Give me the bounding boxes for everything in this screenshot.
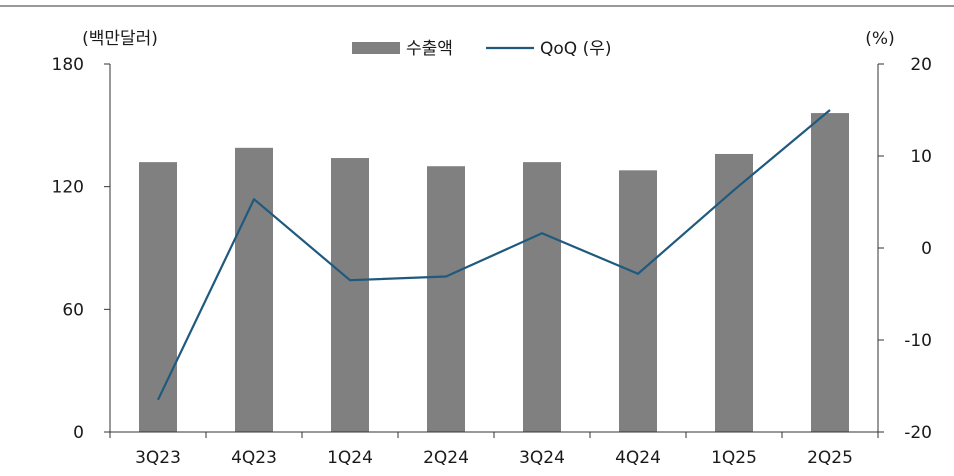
legend-bar-swatch — [352, 42, 400, 54]
x-tick-label: 4Q23 — [231, 448, 277, 468]
right-tick-label: -20 — [904, 423, 932, 443]
bars-layer — [139, 113, 849, 432]
bar-4Q23 — [235, 148, 273, 432]
axes-layer: 0 60 120 180 -20 -10 0 10 20 3Q23 4Q23 1Q24 2Q24 3Q24… — [52, 55, 932, 468]
right-tick-label: 10 — [910, 147, 932, 167]
right-tick-label: 20 — [910, 55, 932, 75]
left-tick-label: 120 — [52, 178, 84, 198]
bar-4Q24 — [619, 170, 657, 432]
bar-3Q23 — [139, 162, 177, 432]
legend-line-label: QoQ (우) — [540, 39, 611, 59]
right-tick-label: 0 — [921, 239, 932, 259]
x-tick-label: 4Q24 — [615, 448, 661, 468]
bar-3Q24 — [523, 162, 561, 432]
left-tick-label: 60 — [62, 300, 84, 320]
x-tick-label: 3Q23 — [135, 448, 181, 468]
left-tick-label: 0 — [73, 423, 84, 443]
bar-2Q24 — [427, 166, 465, 432]
legend: 수출액 QoQ (우) — [352, 39, 611, 59]
bar-1Q25 — [715, 154, 753, 432]
right-axis-unit: (%) — [865, 29, 894, 49]
legend-bar-label: 수출액 — [406, 39, 453, 59]
left-axis-unit: (백만달러) — [82, 29, 158, 49]
x-tick-label: 3Q24 — [519, 448, 565, 468]
x-tick-label: 2Q24 — [423, 448, 469, 468]
left-tick-label: 180 — [52, 55, 84, 75]
bar-2Q25 — [811, 113, 849, 432]
x-tick-label: 1Q24 — [327, 448, 373, 468]
bar-1Q24 — [331, 158, 369, 432]
x-tick-label: 1Q25 — [711, 448, 757, 468]
right-tick-label: -10 — [904, 331, 932, 351]
x-tick-label: 2Q25 — [807, 448, 853, 468]
